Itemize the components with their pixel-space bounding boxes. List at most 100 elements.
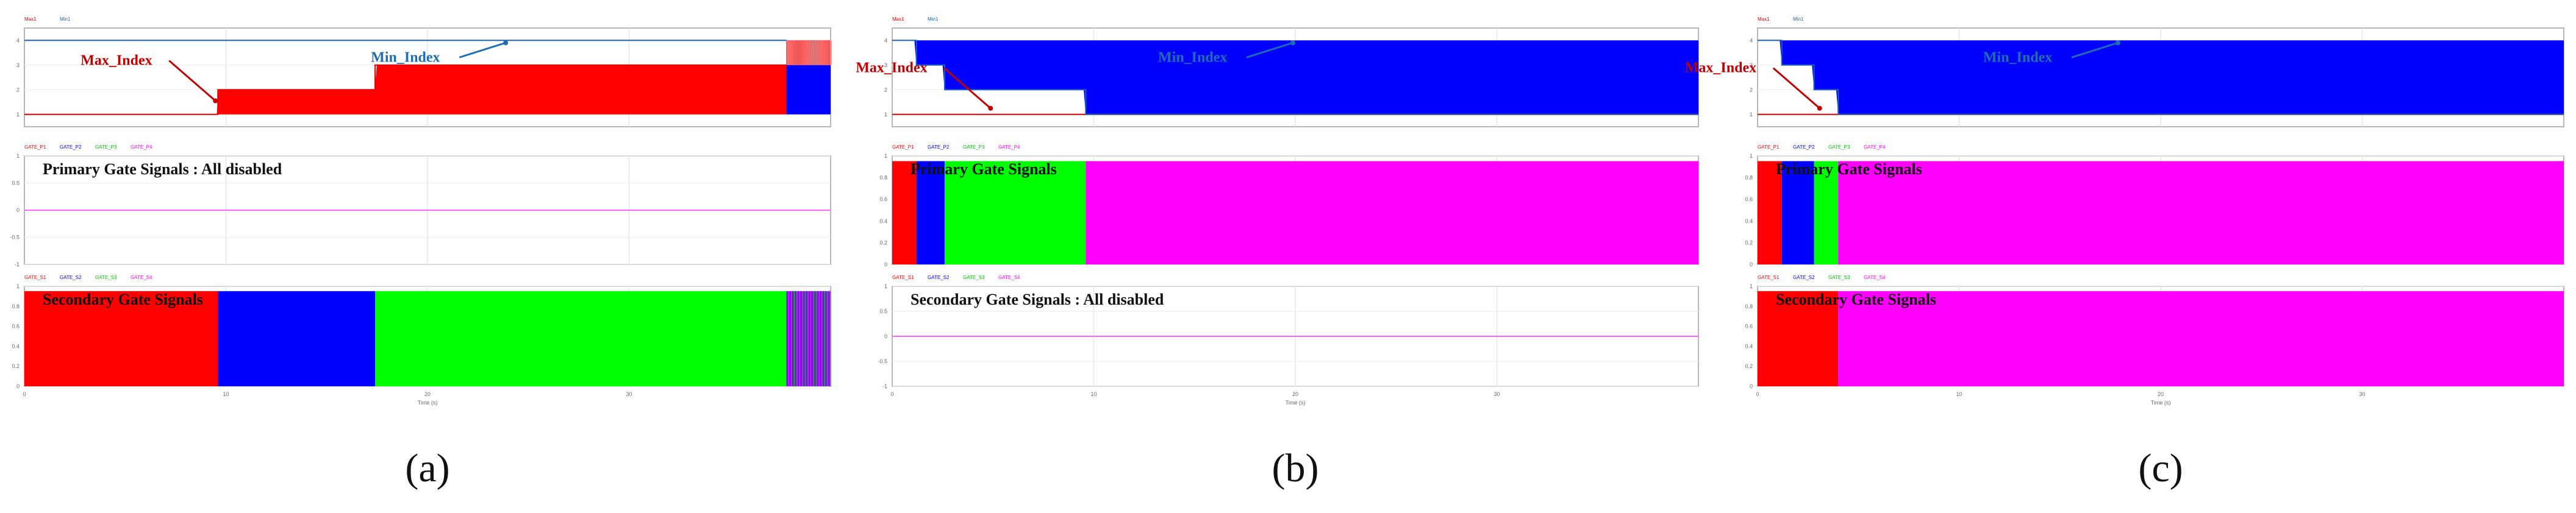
y-tick-label: 0.2 [879, 239, 887, 246]
y-tick-label: 0.8 [879, 175, 887, 181]
legend-entry: GATE_P4 [998, 144, 1020, 150]
y-tick-label: 1 [16, 283, 20, 289]
gate-oscillation-stripe [812, 291, 814, 386]
panel-label: (b) [1272, 446, 1319, 490]
gate-segment [1838, 161, 2564, 264]
y-tick-label: 1 [884, 283, 887, 289]
gate-segment [1086, 161, 1698, 264]
legend-entry: GATE_P3 [1828, 144, 1850, 150]
gate-plot-title: Primary Gate Signals [1776, 160, 1922, 178]
gate-oscillation-stripe [789, 291, 790, 386]
oscillation-stripe [829, 40, 832, 65]
y-tick-label: 0.8 [1745, 175, 1753, 181]
legend-entry: GATE_P1 [24, 144, 46, 150]
gate-plot-title: Secondary Gate Signals : All disabled [911, 291, 1164, 308]
gate-oscillation-stripe [791, 291, 792, 386]
legend-entry: GATE_S1 [24, 275, 46, 280]
plot-primary: 0 0.2 0.4 0.6 0.8 1 GATE_P1 GATE_P2 GATE_P3 GATE_… [879, 144, 1699, 267]
y-tick-label: 0 [16, 207, 20, 213]
annotation-arrow-line [168, 60, 216, 102]
gate-segment [1838, 291, 2564, 386]
gate-oscillation-stripe [803, 291, 804, 386]
gate-oscillation-stripe [815, 291, 816, 386]
legend-entry: Max1 [892, 16, 904, 22]
gate-oscillation-stripe [822, 291, 823, 386]
x-axis-label: Time (s) [2151, 400, 2171, 406]
gate-oscillation-stripe [828, 291, 829, 386]
legend-entry: Min1 [60, 16, 71, 22]
legend-entry: GATE_S1 [892, 275, 914, 280]
y-tick-label: 2 [16, 87, 20, 93]
y-tick-label: -0.5 [878, 358, 887, 364]
legend-entry: GATE_S4 [1864, 275, 1886, 280]
gate-oscillation-stripe [821, 291, 823, 386]
gate-oscillation-stripe [806, 291, 807, 386]
legend-entry: Max1 [1758, 16, 1770, 22]
gate-oscillation-stripe [803, 291, 804, 386]
gate-segment [1781, 161, 1814, 264]
y-tick-label: 4 [16, 37, 20, 43]
annotation-arrowhead [213, 98, 218, 104]
panel-c: 1 2 3 4 Max1 Min1 Min_Index Max_Index 0 0.2 0.4 0.6… [1685, 16, 2564, 490]
gate-oscillation-stripe [798, 291, 800, 386]
gate-oscillation-stripe [812, 291, 814, 386]
y-tick-label: 0 [884, 333, 887, 339]
x-tick-label: 30 [626, 391, 632, 397]
gate-oscillation-stripe [795, 291, 796, 386]
gate-oscillation-stripe [814, 291, 815, 386]
legend-entry: GATE_P3 [95, 144, 117, 150]
y-tick-label: 0.6 [1745, 196, 1753, 202]
gate-oscillation-stripe [790, 291, 792, 386]
gate-oscillation-stripe [794, 291, 795, 386]
gate-plot-title: Secondary Gate Signals [43, 291, 203, 308]
legend-entry: GATE_S4 [131, 275, 152, 280]
y-tick-label: 1 [1750, 111, 1753, 118]
plot-index: 1 2 3 4 Max1 Min1 Min_Index Max_Index [16, 16, 832, 127]
y-tick-label: 0.8 [12, 303, 20, 310]
min-index-annotation: Min_Index [371, 49, 440, 65]
y-tick-label: 3 [16, 62, 20, 68]
gate-oscillation-stripe [799, 291, 800, 386]
y-tick-label: 4 [1750, 37, 1753, 43]
annotation-arrowhead [1290, 40, 1295, 46]
y-tick-label: 1 [884, 111, 887, 118]
gate-oscillation-stripe [800, 291, 801, 386]
gate-oscillation-stripe [809, 291, 810, 386]
gate-segment [944, 161, 1086, 264]
y-tick-label: 1 [884, 153, 887, 159]
gate-oscillation-stripe [786, 291, 787, 386]
max-index-annotation: Max_Index [80, 53, 152, 69]
y-tick-label: 1 [16, 111, 20, 118]
max-index-line [24, 64, 787, 115]
y-tick-label: 1 [1750, 153, 1753, 159]
y-tick-label: 0.8 [1745, 303, 1753, 310]
x-tick-label: 20 [1292, 391, 1298, 397]
annotation-arrow-line [2071, 41, 2119, 58]
plot-index: 1 2 3 4 Max1 Min1 Min_Index Max_Index [1685, 16, 2564, 127]
min-index-annotation: Min_Index [1158, 49, 1227, 65]
y-tick-label: -1 [15, 261, 20, 267]
legend-entry: GATE_S2 [60, 275, 82, 280]
plot-secondary: -1 -0.5 0 0.5 1 GATE_S1 GATE_S2 GATE_S3 GATE_S4 S… [878, 275, 1699, 389]
legend-entry: Min1 [928, 16, 939, 22]
gate-segment [916, 161, 945, 264]
y-tick-label: 0.6 [1745, 324, 1753, 330]
y-tick-label: 0.4 [879, 218, 887, 224]
y-tick-label: 3 [884, 62, 887, 68]
gate-oscillation-stripe [788, 291, 789, 386]
y-tick-label: 0 [884, 261, 887, 267]
gate-oscillation-stripe [793, 291, 795, 386]
legend-entry: GATE_P4 [131, 144, 152, 150]
gate-segment [1758, 161, 1782, 264]
min-index-fill [892, 40, 1698, 115]
gate-oscillation-stripe [809, 291, 810, 386]
x-axis-label: Time (s) [1286, 400, 1306, 406]
plot-secondary: 0 0.2 0.4 0.6 0.8 1 GATE_S1 GATE_S2 GATE_S3 GATE_… [1745, 275, 2564, 389]
y-tick-label: 0 [1750, 383, 1753, 389]
x-tick-label: 10 [1090, 391, 1097, 397]
gate-oscillation-stripe [807, 291, 809, 386]
gate-oscillation-stripe [801, 291, 803, 386]
annotation-arrow-line [459, 41, 506, 58]
y-tick-label: 0.2 [1745, 363, 1753, 369]
gate-segment [1814, 161, 1839, 264]
